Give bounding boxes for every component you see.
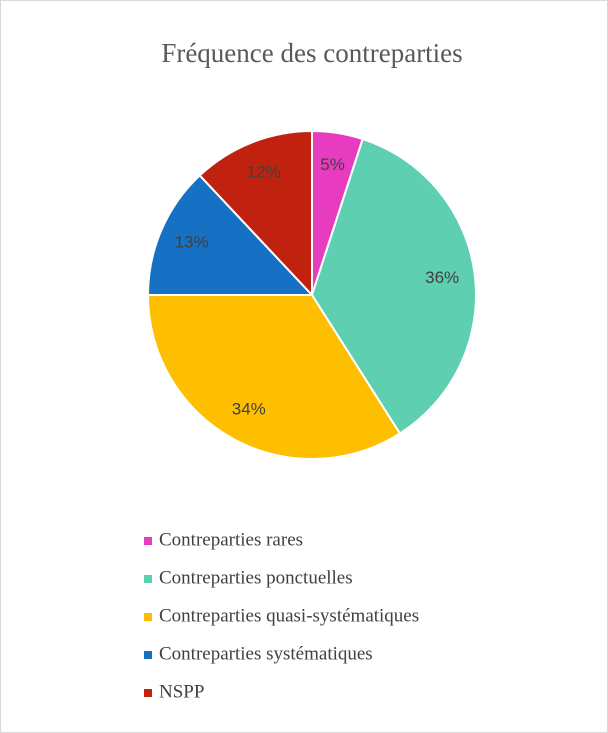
legend-swatch — [144, 537, 152, 545]
data-label: 36% — [425, 268, 459, 287]
data-label: 13% — [175, 232, 209, 251]
legend-label: Contreparties quasi-systématiques — [159, 605, 419, 626]
data-label: 34% — [232, 399, 266, 418]
legend-label: Contreparties systématiques — [159, 643, 373, 664]
data-label: 5% — [320, 155, 345, 174]
pie-slice — [198, 129, 313, 298]
pie-slice — [146, 174, 315, 296]
legend-swatch — [144, 575, 152, 583]
legend-swatch — [144, 651, 152, 659]
legend-label: NSPP — [159, 681, 204, 702]
pie-slice — [310, 137, 477, 435]
data-label: 12% — [247, 162, 281, 181]
chart-title: Fréquence des contreparties — [161, 38, 462, 68]
legend-swatch — [144, 689, 152, 697]
legend-label: Contreparties rares — [159, 529, 303, 550]
legend-label: Contreparties ponctuelles — [159, 567, 353, 588]
pie-slice — [146, 294, 402, 460]
legend-swatch — [144, 613, 152, 621]
